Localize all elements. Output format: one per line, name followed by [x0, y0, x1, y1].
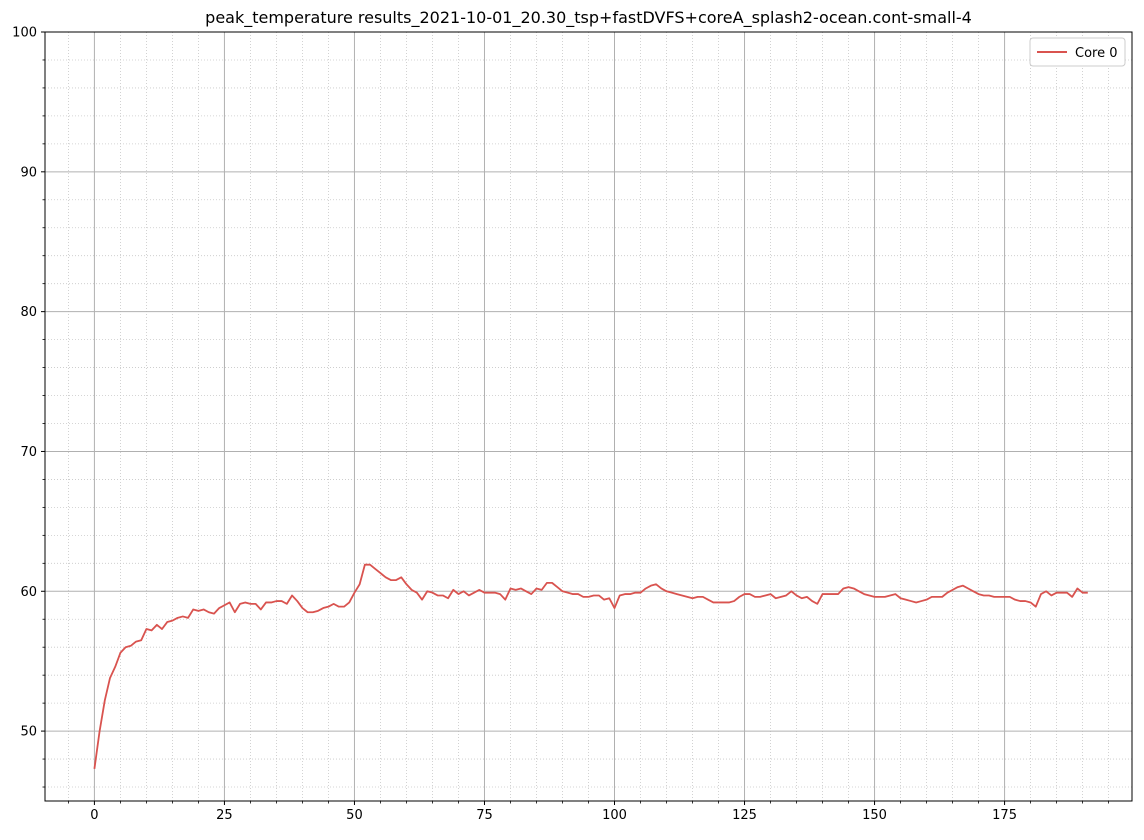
minor-grid	[45, 32, 1132, 801]
x-tick-label: 0	[90, 808, 98, 823]
x-tick-label: 50	[346, 808, 363, 823]
legend-box	[1029, 37, 1126, 67]
major-grid	[45, 31, 1132, 801]
x-axis: 0 25 50 75 100 125 150 175	[68, 801, 1109, 823]
series-line-core-0	[93, 563, 1088, 769]
x-tick-label: 150	[862, 808, 887, 823]
y-tick-label: 90	[20, 165, 37, 180]
legend-label: Core 0	[1075, 46, 1118, 61]
y-tick-label: 100	[12, 26, 37, 41]
chart-title: peak_temperature results_2021-10-01_20.3…	[205, 8, 972, 28]
y-tick-label: 80	[20, 305, 37, 320]
series-layer	[93, 563, 1088, 769]
x-tick-label: 100	[602, 808, 627, 823]
x-tick-label: 125	[732, 808, 757, 823]
x-tick-label: 75	[476, 808, 493, 823]
legend: Core 0	[1029, 37, 1126, 67]
y-tick-label: 50	[20, 725, 37, 740]
y-tick-label: 60	[20, 585, 37, 600]
y-tick-label: 70	[20, 445, 37, 460]
y-axis: 50 60 70 80 90 100	[12, 26, 45, 788]
x-tick-label: 175	[992, 808, 1017, 823]
x-tick-label: 25	[216, 808, 233, 823]
